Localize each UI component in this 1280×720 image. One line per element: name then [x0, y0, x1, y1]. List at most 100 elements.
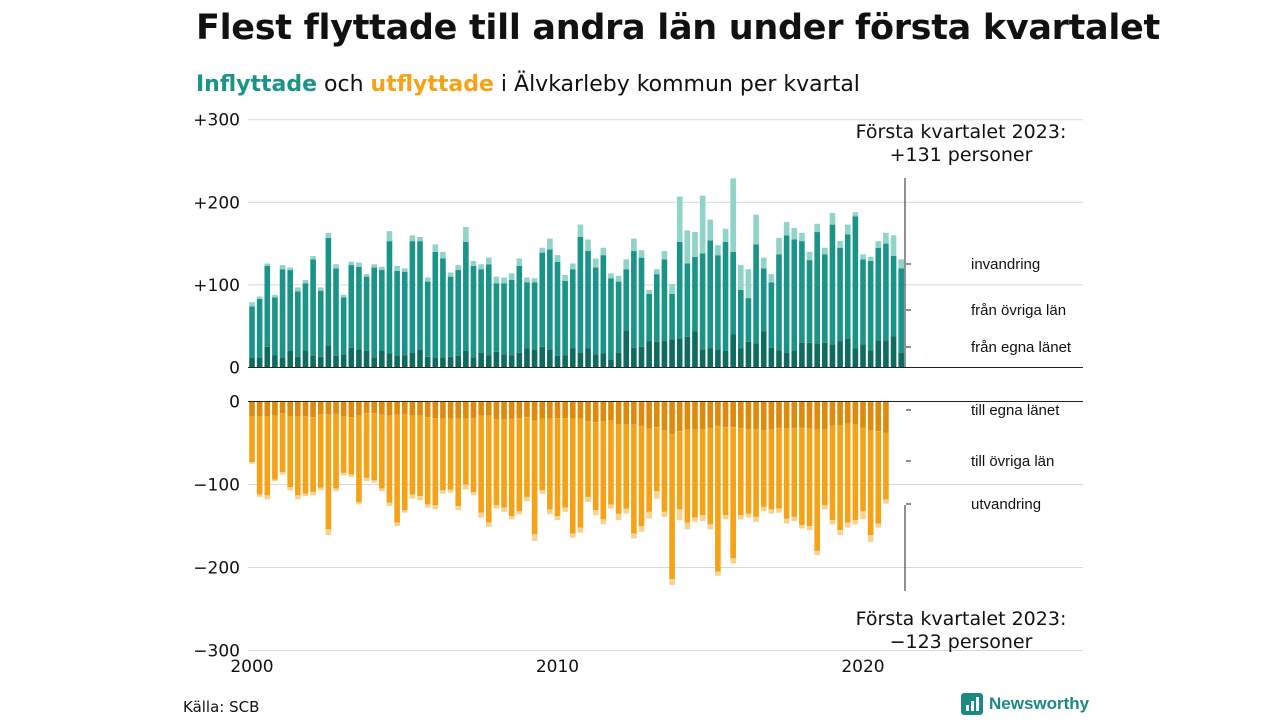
bar-in-ovriga: [325, 237, 332, 347]
bar-in-egna: [417, 349, 423, 368]
bar-out-utvandring: [814, 550, 820, 556]
bar-in-egna: [676, 338, 683, 368]
bar-out-ovriga: [760, 430, 767, 507]
bar-out-utvandring: [455, 506, 462, 511]
bar-in-egna: [470, 357, 477, 368]
bar-in-egna: [401, 355, 408, 368]
bar-in-invandring: [325, 232, 332, 238]
bar-out-ovriga: [600, 421, 607, 520]
bar-in-egna: [455, 355, 462, 368]
bar-in-invandring: [272, 294, 278, 298]
bar-out-utvandring: [417, 496, 423, 501]
bar-out-egna: [455, 401, 462, 419]
bar-out-ovriga: [822, 429, 828, 506]
chart-title: Flest flyttade till andra län under förs…: [196, 8, 1160, 48]
bar-out-ovriga: [799, 428, 805, 526]
bar-in-ovriga: [516, 265, 523, 353]
bar-in-ovriga: [745, 298, 752, 342]
bar-in-invandring: [386, 231, 393, 242]
bar-in-egna: [432, 357, 439, 368]
x-tick-label: 2020: [841, 657, 884, 677]
bar-out-utvandring: [348, 474, 355, 478]
bar-in-egna: [753, 343, 759, 368]
bar-out-utvandring: [463, 484, 469, 490]
bar-in-egna: [485, 355, 492, 368]
bar-in-egna: [409, 352, 416, 368]
bar-in-ovriga: [860, 259, 866, 345]
bar-out-utvandring: [493, 505, 500, 509]
bar-out-utvandring: [722, 515, 729, 520]
y-tick-label: 0: [229, 393, 240, 413]
bar-out-utvandring: [386, 502, 393, 507]
bar-in-ovriga: [455, 270, 462, 356]
bar-in-egna: [569, 348, 576, 368]
bar-out-egna: [516, 401, 523, 419]
bar-in-egna: [699, 349, 706, 368]
bar-out-ovriga: [837, 425, 843, 531]
bar-out-ovriga: [653, 427, 660, 492]
bar-in-invandring: [585, 239, 591, 252]
bar-out-egna: [340, 401, 347, 417]
bar-out-utvandring: [325, 529, 332, 536]
bar-out-ovriga: [455, 418, 462, 507]
bar-in-ovriga: [356, 266, 362, 350]
bar-in-ovriga: [470, 265, 477, 358]
bar-out-utvandring: [447, 489, 454, 493]
bar-out-ovriga: [447, 418, 454, 490]
bar-out-egna: [715, 401, 721, 427]
bar-out-ovriga: [340, 416, 347, 473]
bar-in-egna: [776, 350, 782, 368]
bar-out-utvandring: [753, 516, 759, 522]
bar-out-egna: [585, 401, 591, 422]
bar-in-egna: [440, 357, 446, 368]
annotation-top-line2: +131 personer: [890, 144, 1033, 166]
bar-in-invandring: [883, 232, 889, 244]
bar-out-egna: [485, 401, 492, 416]
bar-out-ovriga: [325, 414, 332, 530]
bar-in-invandring: [264, 263, 271, 266]
bar-in-egna: [806, 342, 813, 368]
bar-in-invandring: [363, 274, 370, 277]
bar-in-egna: [669, 339, 675, 368]
bar-in-egna: [539, 346, 546, 368]
bar-in-ovriga: [814, 232, 820, 344]
bar-in-egna: [356, 349, 362, 368]
bar-out-egna: [829, 401, 836, 426]
bar-out-utvandring: [791, 516, 798, 522]
bar-out-ovriga: [295, 416, 301, 496]
bar-out-ovriga: [279, 413, 286, 473]
bar-in-invandring: [829, 213, 836, 225]
bar-in-invandring: [379, 266, 385, 271]
bar-in-invandring: [249, 302, 255, 307]
bar-out-utvandring: [745, 513, 752, 518]
bar-out-ovriga: [615, 424, 622, 514]
bar-out-utvandring: [730, 558, 736, 564]
bar-in-ovriga: [699, 253, 706, 350]
bar-in-egna: [340, 354, 347, 368]
bar-in-invandring: [738, 265, 744, 290]
bar-out-egna: [653, 401, 660, 428]
bar-out-egna: [363, 401, 370, 414]
bar-in-invandring: [348, 261, 355, 266]
bar-out-ovriga: [508, 418, 515, 517]
x-tick-label: 2010: [536, 657, 579, 677]
bar-in-ovriga: [363, 276, 370, 351]
bar-out-utvandring: [287, 486, 293, 491]
bar-out-egna: [699, 401, 706, 430]
bar-out-ovriga: [302, 416, 309, 494]
bar-out-egna: [287, 401, 293, 417]
bar-in-egna: [256, 357, 263, 368]
bar-in-egna: [592, 354, 599, 368]
bar-out-egna: [554, 401, 561, 419]
bar-in-invandring: [394, 265, 400, 271]
bar-out-egna: [738, 401, 744, 428]
bar-out-egna: [310, 401, 316, 418]
bar-in-invandring: [822, 247, 828, 255]
bar-in-ovriga: [333, 268, 339, 356]
bar-in-egna: [898, 352, 904, 368]
bar-in-ovriga: [883, 243, 889, 341]
bar-in-invandring: [447, 272, 454, 277]
bar-in-egna: [653, 341, 660, 368]
bar-out-utvandring: [768, 509, 775, 514]
bar-in-ovriga: [669, 293, 675, 340]
